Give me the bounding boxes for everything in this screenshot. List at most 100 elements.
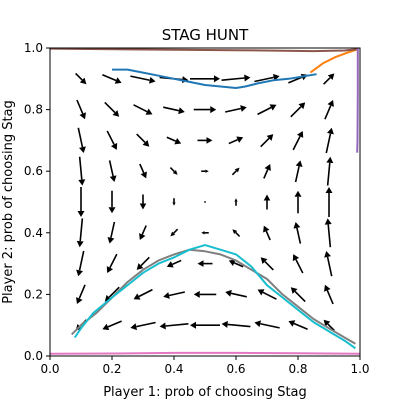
vector-arrow-head [206,137,213,144]
vector-arrow-head [76,297,83,304]
vector-arrow-head [324,284,331,292]
vector-arrow [294,166,300,183]
vector-arrow [227,323,251,328]
x-tick-label: 0.0 [40,362,59,376]
vector-arrow [264,260,274,271]
vector-arrow-head [133,293,141,300]
vector-arrow-head [263,225,270,233]
vector-arrow-head [269,104,277,111]
vector-arrow-head [114,77,122,84]
vector-arrow [166,136,177,142]
vector-arrow [231,170,237,176]
vector-arrow-head [236,136,244,143]
vector-arrow-head [163,292,170,299]
vector-arrow-head [77,211,85,217]
vector-arrow-head [240,105,247,112]
vector-arrow [325,133,332,154]
vector-arrow-head [234,167,240,173]
vector-arrow [163,106,180,112]
vector-arrow-head [325,187,333,193]
vector-arrow [110,221,116,238]
vector-arrow-head [139,203,147,210]
vector-arrow [295,259,304,274]
vector-arrow [171,259,182,266]
vector-arrow [228,138,239,145]
vector-arrow [165,323,189,327]
vector-arrow-head [190,321,196,329]
vector-arrow-head [170,231,176,237]
vector-arrow-head [225,289,232,297]
vector-arrow-head [110,142,118,150]
vector-arrow [225,107,242,113]
vector-arrow [293,322,308,330]
vector-arrow-head [148,76,156,84]
x-tick-label: 0.4 [164,362,183,376]
vector-arrow [104,101,116,114]
vector-arrow [138,288,153,298]
vector-arrow [173,228,179,234]
vector-arrow-head [78,179,86,186]
vector-arrow-head [76,269,83,277]
x-axis-label: Player 1: prob of choosing Stag [103,385,307,400]
vector-arrow [257,106,272,116]
vector-arrow-head [201,231,205,235]
vector-arrow-head [174,137,182,145]
vector-arrow-head [79,112,86,120]
y-tick-label: 0.6 [24,164,43,178]
axes-frame [49,47,361,357]
y-axis-label: Player 2: prob of choosing Stag [1,100,16,304]
y-tick-label: 1.0 [24,41,43,55]
vector-arrow-head [293,222,301,229]
vector-arrow-head [254,320,262,328]
vector-arrow [78,156,83,180]
vector-arrow-head [290,287,298,294]
vector-arrow-head [142,139,150,147]
vector-arrow-head [260,257,268,265]
vector-arrow-head [76,240,84,248]
vector-arrow-head [292,254,300,262]
vector-arrow-head [327,73,335,81]
vector-arrow-head [197,260,204,267]
y-tick-label: 0.4 [24,226,43,240]
vector-arrow [169,167,175,173]
vector-arrow-head [295,160,303,168]
x-tick-label: 0.6 [226,362,245,376]
vector-arrow-head [272,73,280,81]
vector-arrow [78,284,86,299]
vector-arrow [323,77,331,85]
trajectory-line-1 [112,68,317,89]
vector-arrow-head [112,110,120,117]
vector-arrow-head [324,218,332,225]
vector-arrow [130,75,150,82]
vector-arrow [78,250,85,271]
vector-arrow-head [232,229,238,235]
trajectory-line-4 [356,48,359,153]
vector-arrow [108,160,114,177]
vector-arrow [260,137,270,148]
vector-arrow [107,320,122,328]
vector-arrow-head [210,106,217,114]
vector-arrow-head [327,127,334,135]
vector-arrow [75,72,83,81]
vector-arrow-head [266,134,274,141]
vector-arrow [324,105,332,120]
vector-arrow [294,290,306,303]
vector-arrow [296,227,302,244]
vector-arrow-head [244,74,251,82]
vector-arrow-head [234,198,238,202]
vector-arrow-head [263,194,271,201]
y-tick-label: 0.2 [24,287,43,301]
vector-arrow-head [145,108,153,115]
y-tick-label: 0.8 [24,103,43,117]
vector-arrow-head [79,77,87,85]
vector-arrow [141,225,147,235]
vector-arrow-head [106,266,114,274]
vector-arrow [108,286,120,298]
vector-arrow [140,256,150,267]
x-tick-label: 1.0 [350,362,369,376]
trajectory-line-2 [309,48,358,74]
vector-arrow-head [205,169,209,173]
vector-arrow [168,291,185,297]
vector-arrow-head [109,175,117,182]
